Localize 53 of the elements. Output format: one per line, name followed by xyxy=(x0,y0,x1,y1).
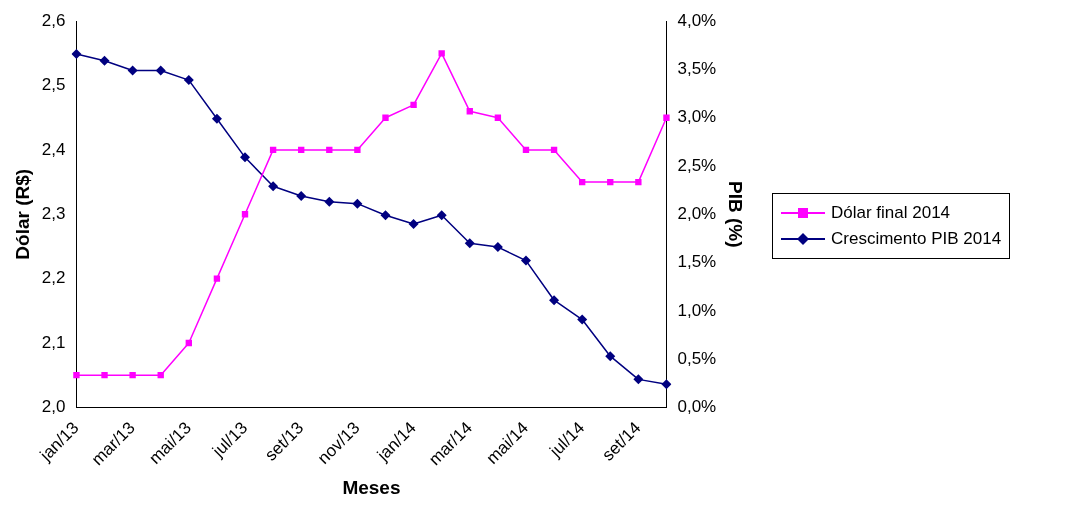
point xyxy=(635,178,642,186)
point xyxy=(213,275,221,282)
point xyxy=(71,49,82,60)
y-axis-title: Dólar (R$) xyxy=(11,168,33,260)
point xyxy=(354,146,361,154)
point xyxy=(99,55,110,66)
point xyxy=(577,314,588,325)
point xyxy=(183,75,194,86)
point xyxy=(352,198,363,209)
point xyxy=(155,65,166,76)
y2-tick-label: 1,0% xyxy=(677,300,717,320)
y2-tick-label: 1,5% xyxy=(677,252,717,272)
y-tick-label: 2,0 xyxy=(41,397,66,417)
y2-tick-label: 0,0% xyxy=(677,397,717,417)
point xyxy=(382,114,389,121)
y2-tick-label: 3,0% xyxy=(677,107,717,127)
point xyxy=(520,255,531,266)
point xyxy=(268,181,279,192)
y2-tick-label: 2,5% xyxy=(677,155,717,175)
point xyxy=(324,196,335,207)
point xyxy=(101,372,108,379)
point xyxy=(663,114,670,121)
point xyxy=(127,65,138,76)
point xyxy=(240,152,251,163)
y2-tick-label: 4,0% xyxy=(677,10,717,30)
y2-tick-label: 3,5% xyxy=(677,59,717,79)
y2-tick-label: 2,0% xyxy=(677,203,717,223)
y-tick-label: 2,6 xyxy=(41,10,66,30)
point xyxy=(380,210,391,221)
point xyxy=(211,113,222,124)
y-tick-label: 2,1 xyxy=(41,332,66,352)
point xyxy=(492,242,503,253)
point xyxy=(73,372,80,379)
point xyxy=(633,374,644,385)
point xyxy=(438,50,445,57)
point xyxy=(661,379,672,390)
point xyxy=(410,101,417,109)
x-axis-title: Meses xyxy=(342,476,401,498)
y-tick-label: 2,4 xyxy=(41,139,66,159)
y-tick-label: 2,2 xyxy=(41,268,66,288)
y-tick-label: 2,5 xyxy=(41,75,66,95)
point xyxy=(436,210,447,221)
point xyxy=(464,238,475,249)
point xyxy=(129,372,136,379)
point xyxy=(296,190,307,201)
y2-axis-title: PIB (%) xyxy=(725,181,747,248)
point xyxy=(549,295,560,306)
y2-tick-label: 0,5% xyxy=(677,348,717,368)
legend-label: Crescimento PIB 2014 xyxy=(831,229,1002,249)
legend-label: Dólar final 2014 xyxy=(831,203,951,223)
y-tick-label: 2,3 xyxy=(41,203,66,223)
point xyxy=(408,218,419,229)
point xyxy=(605,351,616,362)
